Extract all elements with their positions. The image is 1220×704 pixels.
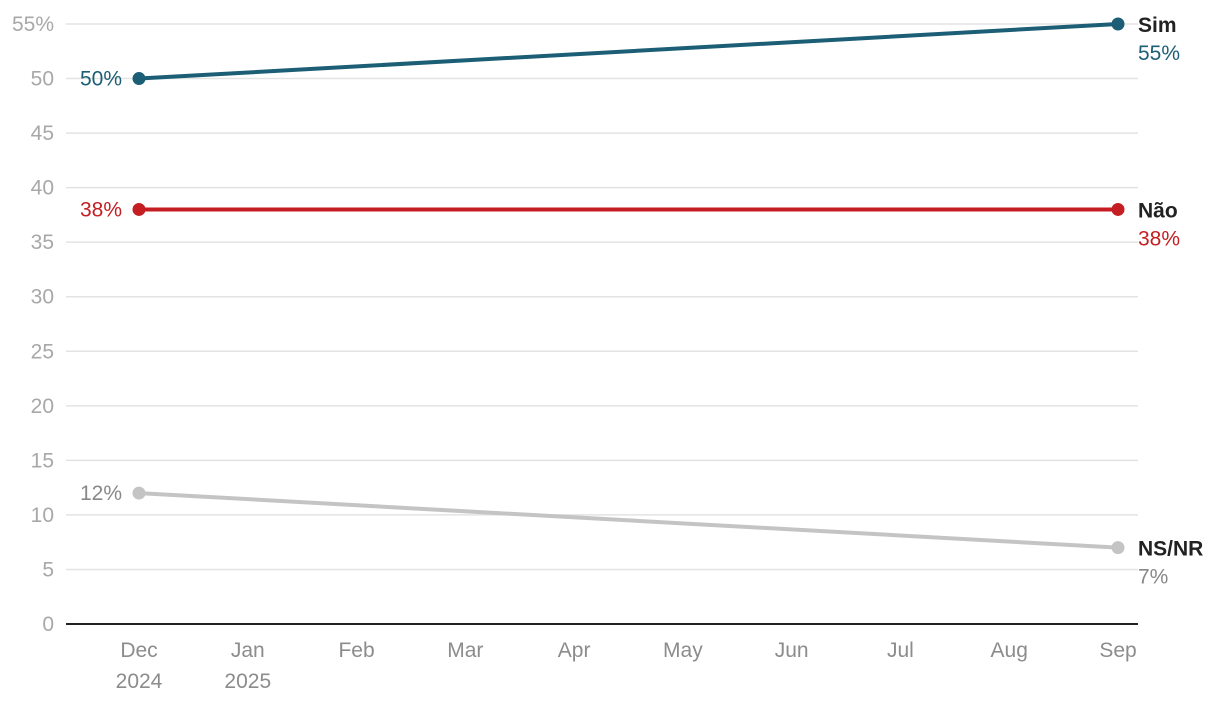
series-name-ns-nr: NS/NR bbox=[1138, 538, 1203, 561]
y-tick-label: 15 bbox=[31, 449, 54, 472]
series-labels: 50% Sim 55% 38% Não 38% 12% NS/NR 7% bbox=[80, 14, 1203, 589]
data-point-ns-nr bbox=[1111, 541, 1125, 555]
data-point-sim bbox=[132, 72, 146, 86]
x-tick-label: Jun bbox=[775, 639, 809, 662]
x-axis-ticks: Dec 2024 Jan 2025 Feb Mar Apr May Jun Jul Aug Sep bbox=[116, 639, 1137, 693]
x-tick-label: Aug bbox=[991, 639, 1028, 662]
y-tick-label: 10 bbox=[31, 504, 54, 527]
x-tick-label: Dec bbox=[120, 639, 157, 662]
y-tick-label: 45 bbox=[31, 122, 54, 145]
x-tick-label: Mar bbox=[447, 639, 483, 662]
x-tick-label: Jan bbox=[231, 639, 265, 662]
y-tick-label: 50 bbox=[31, 68, 54, 91]
y-tick-label: 0 bbox=[42, 613, 54, 636]
data-point-sim bbox=[1111, 17, 1125, 31]
end-value-label-ns-nr: 7% bbox=[1138, 566, 1168, 589]
data-point-n-o bbox=[132, 202, 146, 216]
y-tick-label: 5 bbox=[42, 558, 54, 581]
x-tick-label: Jul bbox=[887, 639, 914, 662]
grid-lines bbox=[66, 23, 1138, 571]
start-value-label-n-o: 38% bbox=[80, 198, 122, 221]
series-lines bbox=[132, 17, 1125, 555]
series-name-n-o: Não bbox=[1138, 199, 1178, 222]
x-tick-year-label: 2025 bbox=[224, 670, 271, 693]
y-axis-ticks: 0 5 10 15 20 25 30 35 40 45 50 55% bbox=[12, 13, 54, 636]
series-line-ns-nr bbox=[137, 491, 1120, 550]
start-value-label-ns-nr: 12% bbox=[80, 482, 122, 505]
y-tick-label: 55% bbox=[12, 13, 54, 36]
series-line-sim bbox=[137, 22, 1120, 81]
y-tick-label: 20 bbox=[31, 395, 54, 418]
series-name-sim: Sim bbox=[1138, 14, 1177, 37]
end-value-label-n-o: 38% bbox=[1138, 227, 1180, 250]
data-point-ns-nr bbox=[132, 486, 146, 500]
x-tick-year-label: 2024 bbox=[116, 670, 163, 693]
y-tick-label: 25 bbox=[31, 340, 54, 363]
start-value-label-sim: 50% bbox=[80, 68, 122, 91]
x-tick-label: May bbox=[663, 639, 703, 662]
end-value-label-sim: 55% bbox=[1138, 42, 1180, 65]
y-tick-label: 35 bbox=[31, 231, 54, 254]
x-tick-label: Sep bbox=[1099, 639, 1136, 662]
y-tick-label: 40 bbox=[31, 177, 54, 200]
x-tick-label: Apr bbox=[558, 639, 591, 662]
x-tick-label: Feb bbox=[338, 639, 374, 662]
y-tick-label: 30 bbox=[31, 286, 54, 309]
data-point-n-o bbox=[1111, 202, 1125, 216]
